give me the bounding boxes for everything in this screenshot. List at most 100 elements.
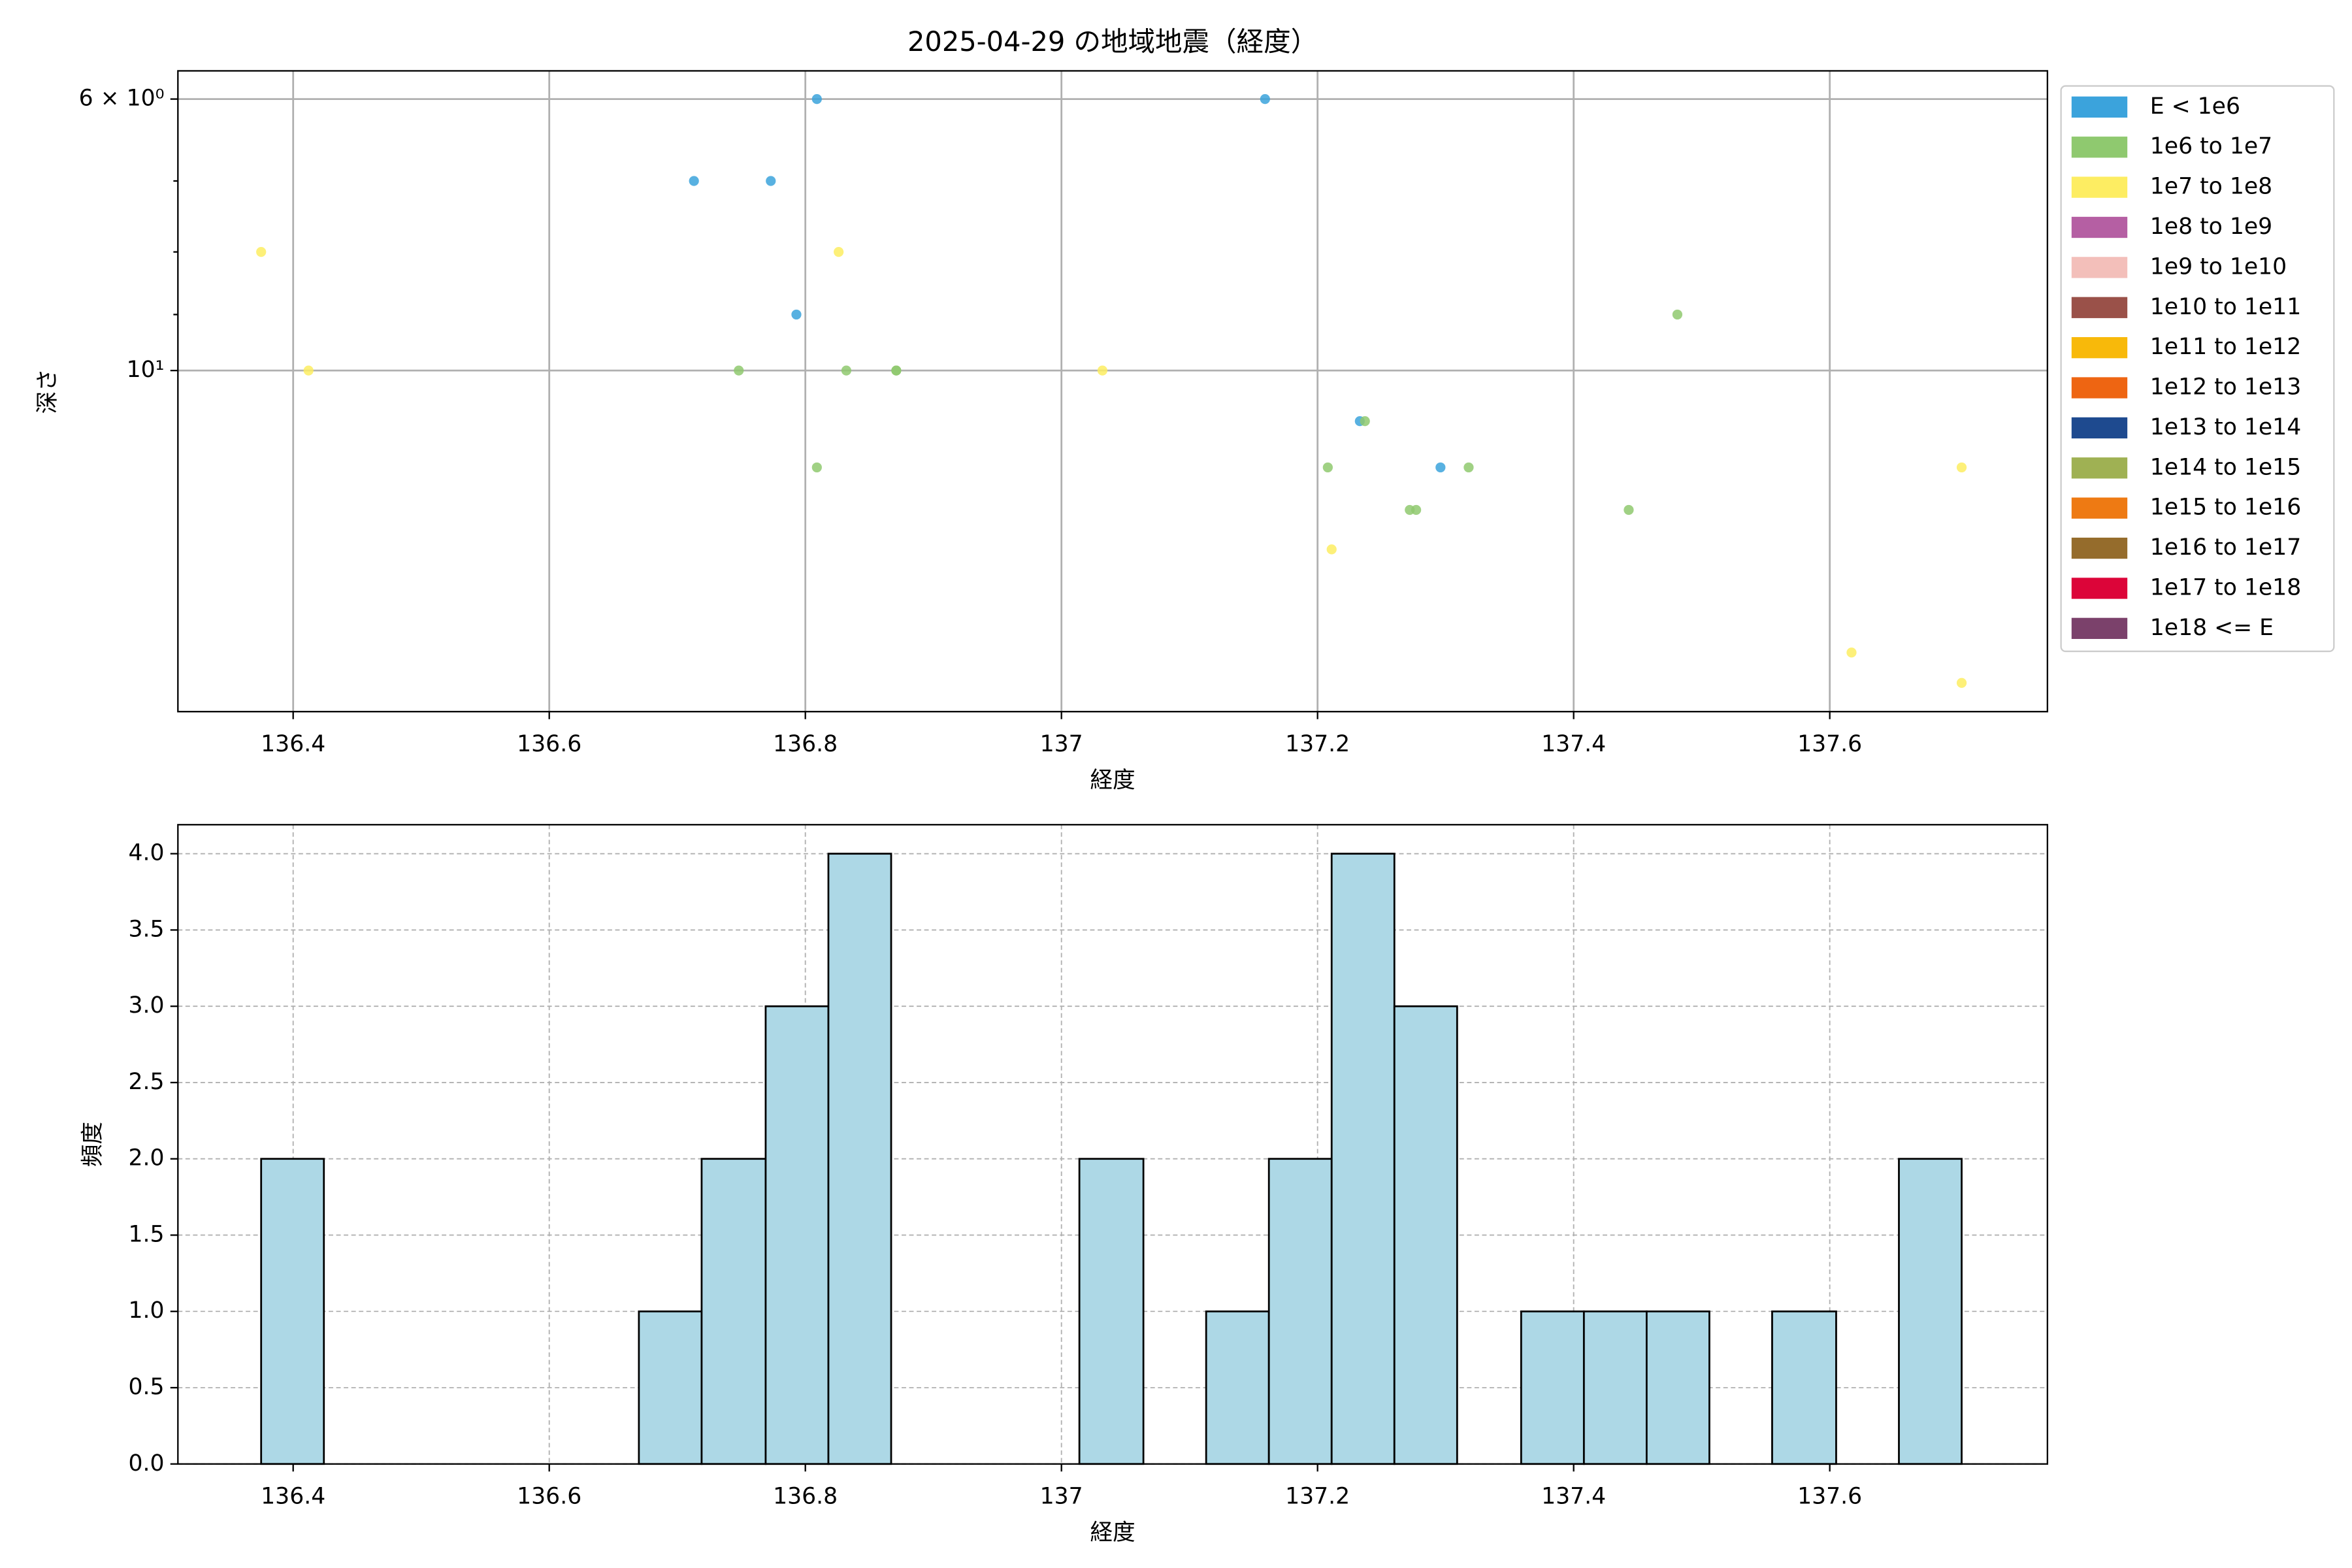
point xyxy=(734,365,744,376)
point xyxy=(811,93,822,105)
point xyxy=(1956,462,1967,473)
x-tick-label: 137.4 xyxy=(1541,731,1606,757)
y-tick-label: 2.5 xyxy=(128,1069,164,1095)
x-tick-label: 137.6 xyxy=(1797,1484,1862,1510)
point xyxy=(1463,462,1474,473)
bar xyxy=(827,853,892,1465)
point xyxy=(841,365,852,376)
y-tick-label: 2.0 xyxy=(128,1145,164,1171)
legend-label: 1e16 to 1e17 xyxy=(2150,534,2301,561)
bar xyxy=(700,1158,767,1465)
plot-frame xyxy=(177,824,2048,1465)
x-tick-label: 136.6 xyxy=(517,731,581,757)
bar xyxy=(1393,1005,1458,1465)
legend-swatch xyxy=(2071,137,2128,158)
bar xyxy=(1078,1158,1145,1465)
legend-label: E < 1e6 xyxy=(2150,93,2240,120)
point xyxy=(1322,462,1333,473)
bar xyxy=(1771,1310,1837,1465)
legend-swatch xyxy=(2071,337,2128,359)
point xyxy=(303,365,314,376)
chart-title: 2025-04-29 の地域地震（経度） xyxy=(907,25,1318,57)
legend-label: 1e17 to 1e18 xyxy=(2150,574,2301,600)
legend-label: 1e18 <= E xyxy=(2150,615,2274,641)
point xyxy=(1326,544,1337,555)
y-tick-label: 3.5 xyxy=(128,916,164,942)
point xyxy=(1672,309,1683,320)
legend-box xyxy=(2060,85,2335,653)
x-tick-label: 137 xyxy=(1040,731,1083,757)
legend-swatch xyxy=(2071,377,2128,399)
y-tick-label: 3.0 xyxy=(128,992,164,1019)
legend-swatch xyxy=(2071,96,2128,118)
x-tick-label: 136.8 xyxy=(773,731,838,757)
bar xyxy=(260,1158,325,1465)
point xyxy=(1260,93,1270,105)
bar xyxy=(638,1310,703,1465)
x-axis-label: 経度 xyxy=(1090,767,1135,793)
y-tick-label: 4.0 xyxy=(128,840,164,866)
x-tick-label: 137.2 xyxy=(1285,1484,1350,1510)
legend-label: 1e6 to 1e7 xyxy=(2150,133,2272,159)
bar xyxy=(1898,1158,1963,1465)
y-tick-label: 1.0 xyxy=(128,1298,164,1324)
point xyxy=(1411,504,1422,515)
legend-swatch xyxy=(2071,216,2128,238)
x-tick-label: 136.4 xyxy=(261,731,325,757)
y-axis-label: 頻度 xyxy=(80,1122,106,1167)
bar xyxy=(1520,1310,1585,1465)
y-tick-label: 1.5 xyxy=(128,1221,164,1247)
legend-label: 1e11 to 1e12 xyxy=(2150,334,2301,360)
legend-swatch xyxy=(2071,617,2128,639)
point xyxy=(1435,462,1446,473)
y-tick-label: 10¹ xyxy=(127,357,165,383)
legend-label: 1e7 to 1e8 xyxy=(2150,174,2272,200)
y-tick-label: 6 × 10⁰ xyxy=(79,86,165,112)
point xyxy=(791,309,802,320)
x-tick-label: 137.2 xyxy=(1285,731,1350,757)
x-tick-label: 137 xyxy=(1040,1484,1083,1510)
legend-swatch xyxy=(2071,578,2128,599)
legend-label: 1e10 to 1e11 xyxy=(2150,294,2301,320)
x-tick-label: 136.8 xyxy=(773,1484,838,1510)
point xyxy=(256,247,267,257)
bar xyxy=(1205,1310,1270,1465)
legend-swatch xyxy=(2071,457,2128,479)
legend-label: 1e12 to 1e13 xyxy=(2150,374,2301,400)
x-tick-label: 137.4 xyxy=(1541,1484,1606,1510)
point xyxy=(1846,647,1857,658)
legend-swatch xyxy=(2071,297,2128,318)
y-tick-label: 0.5 xyxy=(128,1374,164,1400)
point xyxy=(891,365,902,376)
y-axis-label: 深さ xyxy=(35,368,61,414)
x-tick-label: 136.4 xyxy=(261,1484,325,1510)
legend-swatch xyxy=(2071,257,2128,278)
legend-label: 1e8 to 1e9 xyxy=(2150,214,2272,240)
legend-swatch xyxy=(2071,176,2128,198)
legend-label: 1e14 to 1e15 xyxy=(2150,454,2301,480)
legend-label: 1e9 to 1e10 xyxy=(2150,253,2287,280)
plot-frame xyxy=(177,70,2048,713)
legend-label: 1e15 to 1e16 xyxy=(2150,495,2301,521)
x-tick-label: 137.6 xyxy=(1797,731,1862,757)
legend-swatch xyxy=(2071,537,2128,559)
y-tick-label: 0.0 xyxy=(128,1450,164,1477)
x-tick-label: 136.6 xyxy=(517,1484,581,1510)
bar xyxy=(1582,1310,1648,1465)
point xyxy=(1097,365,1108,376)
legend-label: 1e13 to 1e14 xyxy=(2150,414,2301,440)
point xyxy=(1956,678,1967,688)
point xyxy=(811,462,822,473)
point xyxy=(834,247,844,257)
point xyxy=(1360,416,1370,427)
bar xyxy=(1330,853,1396,1465)
bar xyxy=(1267,1158,1333,1465)
legend-swatch xyxy=(2071,497,2128,519)
legend-swatch xyxy=(2071,417,2128,439)
x-axis-label: 経度 xyxy=(1090,1520,1135,1546)
bar xyxy=(764,1005,830,1465)
point xyxy=(1624,504,1634,515)
bar xyxy=(1645,1310,1710,1465)
